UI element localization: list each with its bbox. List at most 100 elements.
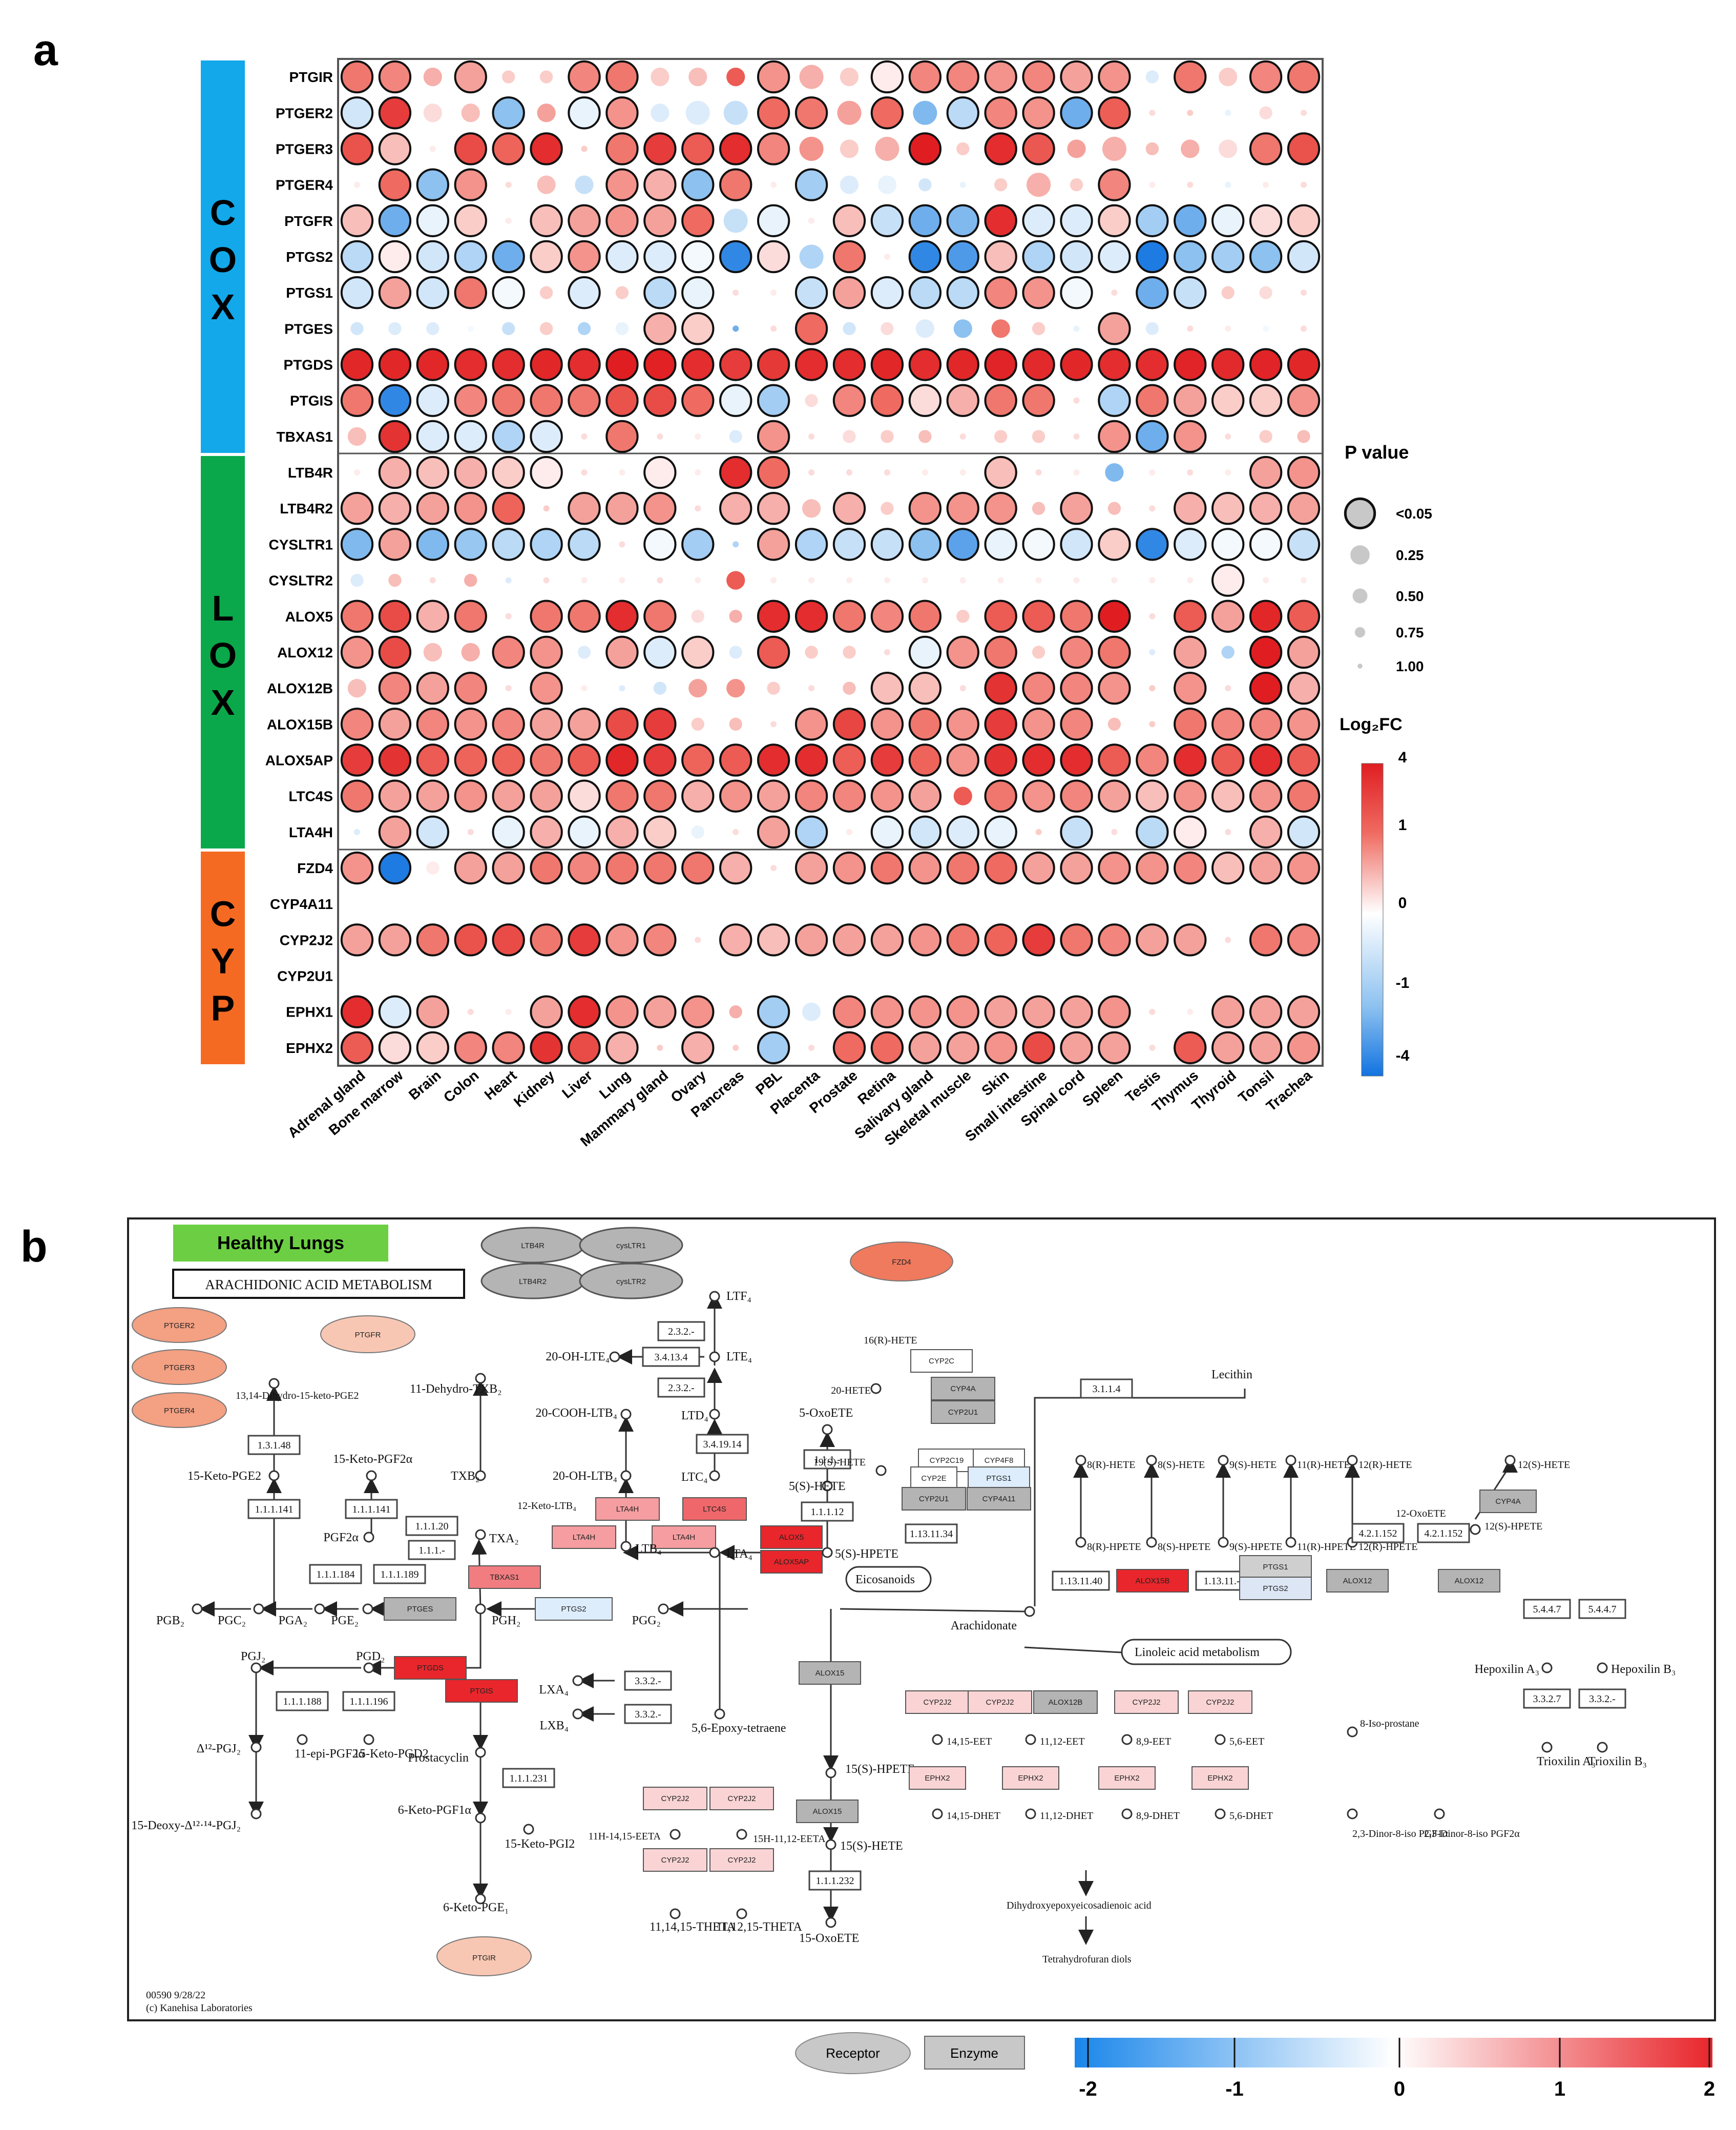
compound-node [1218,1537,1229,1548]
compound-node [1075,1537,1086,1548]
bubble [1174,60,1207,94]
enzyme-box [1326,1569,1389,1593]
compound-node [363,1532,374,1543]
bubble [1174,599,1207,633]
bubble [843,430,856,443]
bubble [884,901,890,907]
bubble [1187,110,1194,116]
bubble [461,104,480,122]
bubble [454,384,487,417]
bubble [391,901,398,907]
bubble [1060,492,1093,525]
bubble [416,1031,449,1065]
bubble [1022,348,1055,381]
enzyme-label: ALOX5 [779,1533,804,1542]
bubble [984,851,1017,885]
bubble [1187,577,1194,584]
row-label: PTGS2 [286,249,333,265]
enzyme-label: CYP2J2 [661,1794,689,1803]
receptor-cysltr2-label: cysLTR2 [616,1277,646,1286]
bubble [1225,110,1231,116]
bubble [908,815,942,849]
enzyme-label: CYP2J2 [727,1794,756,1803]
enzyme-box [595,1497,660,1521]
enzyme-box [902,1487,966,1511]
ec-box [808,1870,862,1891]
bubble [681,348,715,381]
bubble [922,577,928,584]
bubble [605,815,639,849]
receptor-ptger3 [132,1349,227,1385]
bubble [1149,613,1156,619]
pvalue-legend-label: 0.25 [1396,547,1424,563]
bubble [832,779,866,813]
bubble [681,743,715,777]
bubble [870,995,904,1028]
compound-label: PGA₂ [279,1614,307,1627]
bubble [1149,469,1156,476]
bubble [757,1031,790,1065]
column-label: Spleen [1079,1067,1125,1110]
group-letter: L [212,588,234,628]
enzyme-label: PTGIS [470,1687,493,1695]
bubble [605,240,639,274]
compound-label: LTD₄ [681,1409,708,1422]
bubble [1219,67,1238,87]
column-label: Colon [441,1067,482,1106]
compound-label: 8(R)-HPETE [1087,1541,1141,1553]
ec-label: 1.1.1.141 [352,1504,391,1515]
receptor-ptger3-label: PTGER3 [164,1363,195,1372]
bubble [575,175,594,194]
compound-node [670,1829,681,1840]
bubble [429,577,436,584]
bubble [530,923,563,957]
ec-box [657,1377,705,1398]
enzyme-box [652,1525,716,1549]
bubble [1060,348,1093,381]
bubble [530,779,563,813]
bubble [1136,528,1169,561]
bubble [1259,106,1272,119]
compound-node [1434,1808,1445,1819]
bubble [1060,276,1093,309]
compound-node [609,1351,620,1362]
bubble [492,815,525,849]
footer-line1: 00590 9/28/22 [146,1990,205,2001]
bubble [416,492,449,525]
bubble [1225,325,1231,332]
bubble [416,708,449,741]
bubble [643,384,677,417]
bubble [691,610,704,623]
compound-label: 5-OxoETE [799,1407,853,1420]
bubble [1060,743,1093,777]
bubble [884,649,890,655]
compound-node [822,1547,833,1558]
compound-label: 20-OH-LTB₄ [553,1470,617,1483]
bubble [808,217,815,224]
bubble [695,901,701,907]
bubble [908,779,942,813]
enzyme-box [1116,1569,1189,1593]
bubble [805,394,818,407]
row-label: PTGIR [289,69,333,85]
bubble [501,70,515,84]
bubble [1098,1031,1131,1065]
colorbar-b-tick: 0 [1394,2078,1405,2100]
compound-node [250,1808,262,1819]
compound-label: 8,9-EET [1136,1736,1171,1747]
ec-label: 5.4.4.7 [1533,1604,1561,1615]
enzyme-label: EPHX2 [1207,1774,1232,1783]
bubble [454,240,487,274]
bubble [619,973,625,979]
bubble [657,1044,663,1051]
bubble [757,384,790,417]
bubble [378,60,412,94]
bubble [492,851,525,885]
ec-label: 1.3.1.48 [258,1440,291,1451]
bubble [1301,577,1307,584]
bubble [605,420,639,453]
bubble [461,643,480,662]
compound-label: 15H-11,12-EETA [753,1833,826,1845]
bubble [1073,973,1080,979]
bubble [767,681,780,695]
